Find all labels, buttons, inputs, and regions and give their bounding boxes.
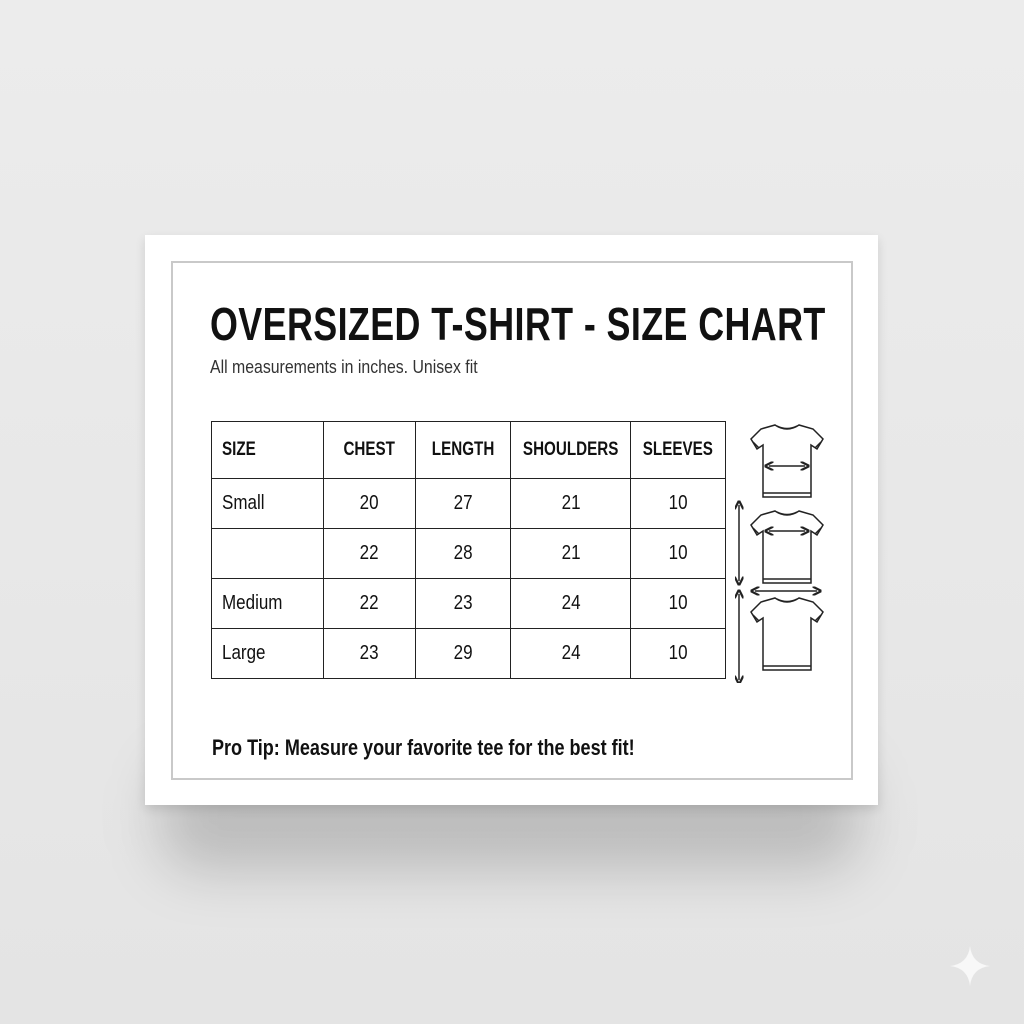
header-shoulders: SHOULDERS [509,421,632,479]
sparkle-icon [950,946,990,986]
cell: 28 [415,528,511,579]
cell: 22 [323,528,416,579]
tshirt-chest-icon [750,424,824,498]
tshirt-length-shoulder-icon [739,505,824,591]
cell: 24 [509,628,632,679]
cell: Large [211,628,324,679]
header-size: SIZE [211,421,324,479]
cell: 10 [630,578,727,629]
header-length: LENGTH [415,421,511,479]
header-sleeves: SLEEVES [630,421,727,479]
table-row: Large 23 29 24 10 [211,628,727,679]
cell: 22 [323,578,416,629]
subtitle: All measurements in inches. Unisex fit [210,357,478,377]
cell: 23 [415,578,511,629]
cell: 29 [415,628,511,679]
page-title: OVERSIZED T-SHIRT - SIZE CHART [210,298,826,350]
header-chest: CHEST [323,421,416,479]
cell: 10 [630,628,727,679]
cell: 21 [509,528,632,579]
table-row: 22 28 21 10 [211,528,727,579]
tshirt-length-icon [739,594,824,680]
tshirt-icons [735,424,824,683]
size-chart-card: OVERSIZED T-SHIRT - SIZE CHART All measu… [145,235,878,805]
table-row: Medium 22 23 24 10 [211,578,727,629]
cell: 27 [415,478,511,529]
cell: 24 [509,578,632,629]
cell: 23 [323,628,416,679]
cell: 20 [323,478,416,529]
cell: Medium [211,578,324,629]
table-header-row: SIZE CHEST LENGTH SHOULDERS SLEEVES [211,421,727,479]
cell: 10 [630,478,727,529]
table-row: Small 20 27 21 10 [211,478,727,529]
card-border [171,261,853,780]
cell [211,528,324,579]
pro-tip: Pro Tip: Measure your favorite tee for t… [212,735,635,760]
cell: Small [211,478,324,529]
cell: 21 [509,478,632,529]
size-table: SIZE CHEST LENGTH SHOULDERS SLEEVES Smal… [211,421,727,679]
cell: 10 [630,528,727,579]
